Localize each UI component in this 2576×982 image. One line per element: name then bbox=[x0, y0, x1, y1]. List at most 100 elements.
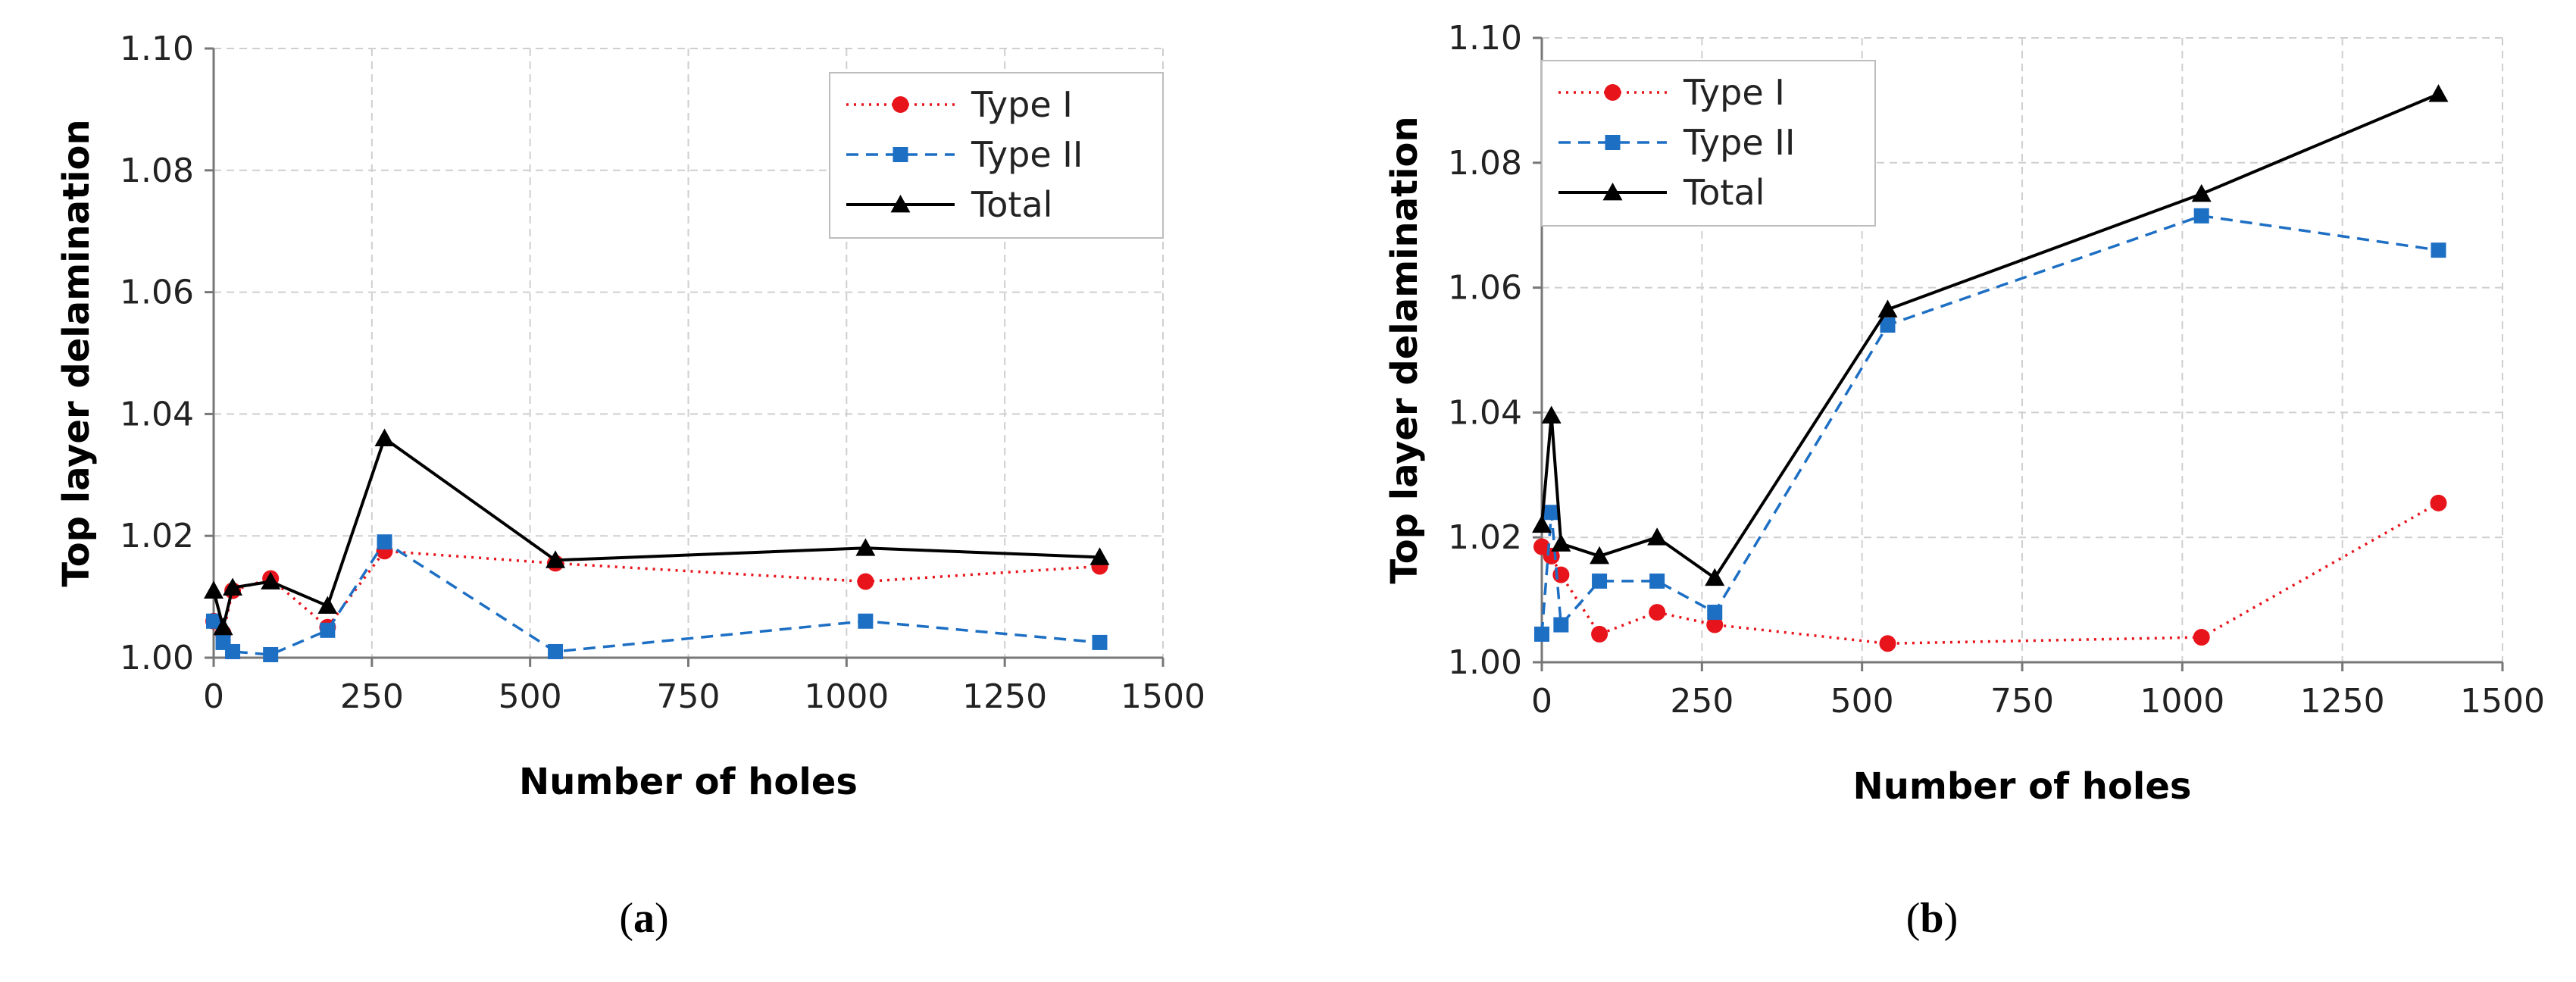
panel-caption-a: (a) bbox=[619, 895, 669, 942]
series-line bbox=[212, 540, 1100, 656]
legend-box bbox=[1541, 60, 1876, 227]
x-tick-label: 1000 bbox=[2140, 682, 2224, 721]
legend: Type I Type II Total bbox=[829, 72, 1164, 239]
data-point bbox=[1879, 635, 1896, 652]
data-point bbox=[1092, 634, 1108, 650]
data-point bbox=[225, 643, 241, 659]
legend-marker bbox=[892, 96, 909, 113]
legend-marker bbox=[893, 147, 908, 162]
x-tick-label: 1500 bbox=[1121, 677, 1205, 716]
data-point bbox=[320, 622, 336, 638]
legend-label: Type I bbox=[971, 84, 1073, 125]
legend-label: Type II bbox=[1683, 122, 1795, 163]
data-point bbox=[1551, 533, 1571, 552]
data-point bbox=[1649, 604, 1666, 621]
data-point bbox=[858, 613, 874, 629]
data-point bbox=[1706, 616, 1724, 633]
legend-marker bbox=[1602, 183, 1623, 201]
data-point bbox=[377, 534, 392, 550]
series-line bbox=[212, 549, 1100, 635]
data-point bbox=[1543, 505, 1559, 521]
data-point bbox=[857, 573, 874, 590]
data-point bbox=[204, 580, 224, 599]
y-axis-title: Top layer delamination bbox=[55, 119, 98, 586]
y-axis-title: Top layer delamination bbox=[1383, 116, 1426, 583]
y-tick-label: 1.08 bbox=[1448, 144, 1522, 183]
data-point bbox=[1541, 405, 1562, 424]
chart-b: 1.00 1.02 1.04 1.06 1.08 1.10 0 250 500 750 1000 12… bbox=[1383, 19, 2545, 808]
data-point bbox=[1592, 573, 1608, 589]
data-point bbox=[1089, 547, 1110, 565]
chart-a: 1.00 1.02 1.04 1.06 1.08 1.10 0 250 500 750 1000 12… bbox=[55, 30, 1205, 803]
data-point bbox=[1553, 617, 1569, 633]
y-tick-label: 1.08 bbox=[120, 152, 194, 190]
x-tick-label: 250 bbox=[1670, 682, 1733, 721]
x-tick-label: 1000 bbox=[804, 677, 889, 716]
legend-marker bbox=[1604, 84, 1621, 101]
x-axis-title: Number of holes bbox=[519, 761, 858, 803]
series-type-i bbox=[1533, 494, 2447, 652]
y-tick-label: 1.00 bbox=[120, 639, 194, 677]
series-type-ii bbox=[206, 534, 1108, 662]
data-point bbox=[374, 428, 395, 446]
y-tick-label: 1.04 bbox=[120, 395, 194, 433]
panel-caption-b: (b) bbox=[1905, 895, 1959, 942]
series-total bbox=[204, 428, 1110, 636]
data-point bbox=[261, 571, 281, 590]
data-point bbox=[855, 538, 876, 556]
series-line bbox=[212, 436, 1100, 629]
data-point bbox=[1647, 527, 1668, 546]
data-point bbox=[2191, 184, 2212, 202]
y-tick-label: 1.06 bbox=[1448, 269, 1522, 308]
legend-marker bbox=[890, 195, 911, 213]
data-point bbox=[1880, 317, 1896, 333]
x-tick-label: 500 bbox=[1830, 682, 1894, 721]
data-point bbox=[213, 617, 233, 636]
x-tick-label: 1250 bbox=[962, 677, 1047, 716]
chart-panel-a: 1.00 1.02 1.04 1.06 1.08 1.10 0 250 500 750 1000 12… bbox=[55, 30, 1205, 942]
data-point bbox=[2430, 494, 2447, 511]
data-point bbox=[317, 596, 338, 615]
data-point bbox=[1707, 605, 1723, 621]
y-tick-label: 1.06 bbox=[120, 274, 194, 312]
x-tick-label: 1250 bbox=[2300, 682, 2385, 721]
y-tick-label: 1.02 bbox=[120, 517, 194, 555]
x-tick-label: 1500 bbox=[2460, 682, 2545, 721]
data-point bbox=[1590, 546, 1610, 564]
legend: Type I Type II Total bbox=[1541, 60, 1876, 227]
series-line bbox=[1540, 502, 2440, 646]
data-point bbox=[206, 613, 221, 629]
legend-marker bbox=[1605, 135, 1621, 150]
legend-label: Total bbox=[1683, 172, 1765, 213]
data-point bbox=[1534, 626, 1549, 642]
y-tick-label: 1.10 bbox=[1448, 19, 1522, 58]
y-tick-label: 1.02 bbox=[1448, 518, 1522, 557]
data-point bbox=[223, 577, 243, 596]
data-point bbox=[1649, 573, 1665, 589]
x-tick-label: 750 bbox=[657, 677, 721, 716]
x-tick-label: 750 bbox=[1990, 682, 2054, 721]
x-tick-label: 250 bbox=[340, 677, 404, 716]
legend-box bbox=[829, 72, 1164, 239]
x-tick-label: 500 bbox=[499, 677, 562, 716]
data-point bbox=[2431, 242, 2446, 258]
x-tick-label: 0 bbox=[1531, 682, 1552, 721]
y-tick-label: 1.10 bbox=[120, 30, 194, 68]
data-point bbox=[1877, 299, 1898, 317]
data-point bbox=[2193, 629, 2210, 646]
y-tick-label: 1.00 bbox=[1448, 643, 1522, 682]
x-axis-title: Number of holes bbox=[1853, 765, 2192, 808]
y-tick-label: 1.04 bbox=[1448, 393, 1522, 432]
data-point bbox=[2193, 208, 2209, 224]
legend-label: Total bbox=[971, 184, 1052, 225]
legend-label: Type II bbox=[971, 134, 1083, 175]
data-point bbox=[2428, 84, 2449, 102]
data-point bbox=[1591, 625, 1608, 643]
data-point bbox=[1532, 514, 1552, 533]
data-point bbox=[1705, 568, 1725, 586]
data-point bbox=[548, 643, 564, 659]
data-point bbox=[546, 550, 566, 568]
legend-label: Type I bbox=[1683, 72, 1785, 113]
x-tick-label: 0 bbox=[203, 677, 224, 716]
data-point bbox=[263, 646, 279, 662]
